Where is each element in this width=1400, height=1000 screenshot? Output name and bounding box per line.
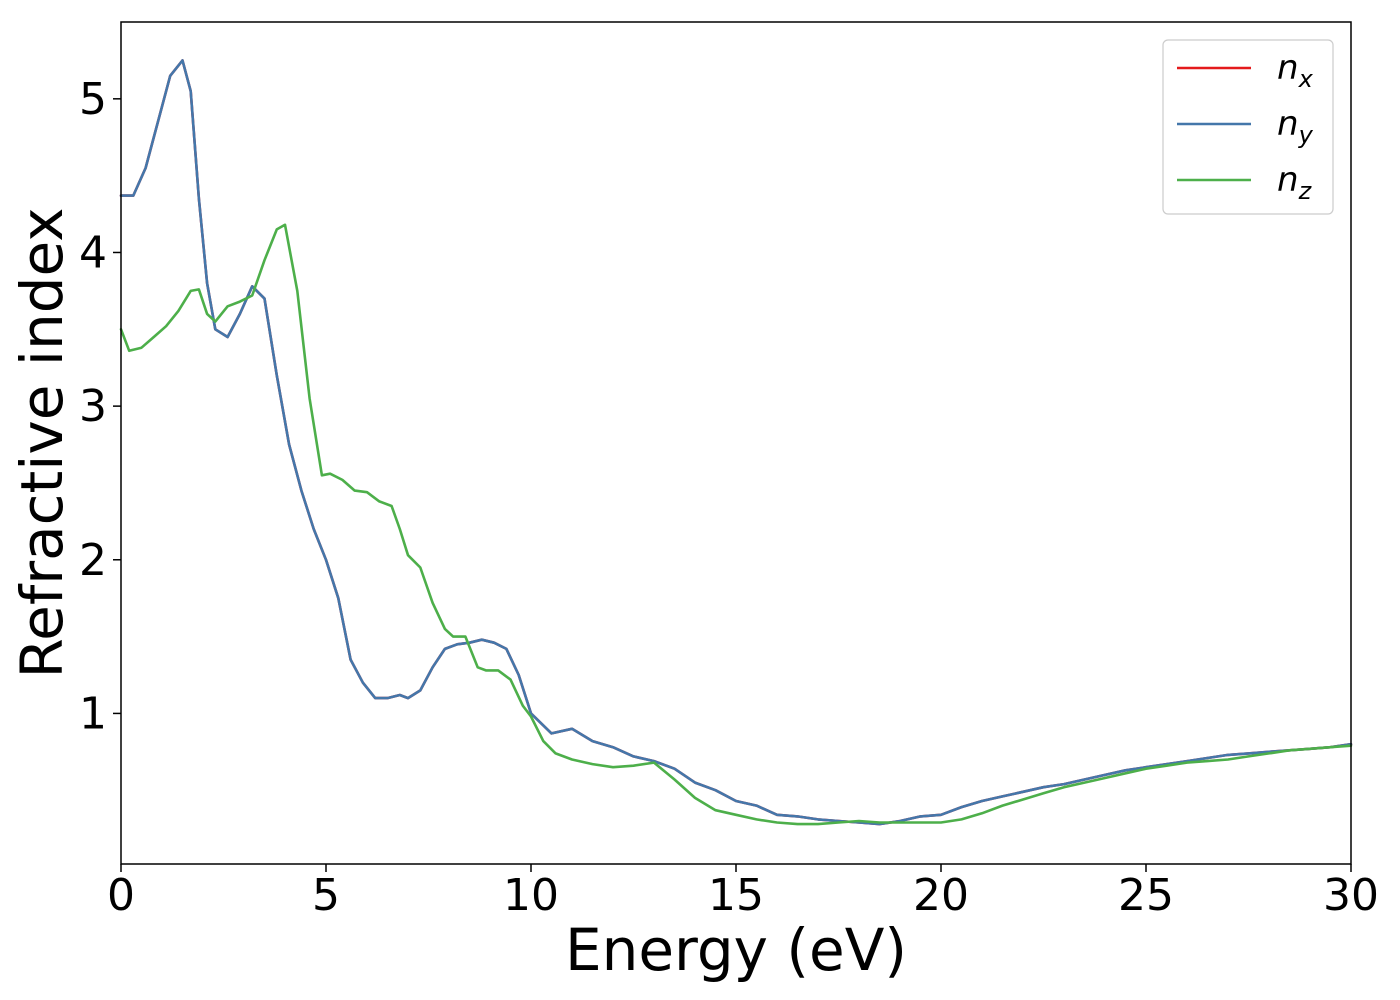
legend: nx ny nz (1162, 39, 1334, 215)
y-axis-title: Refractive index (8, 207, 76, 678)
x-tick-label: 20 (913, 870, 969, 921)
y-tick-label: 5 (79, 74, 107, 125)
x-tick-label: 30 (1323, 870, 1379, 921)
y-tick-label: 3 (79, 381, 107, 432)
y-tick-label: 2 (79, 535, 107, 586)
legend-box (1162, 39, 1334, 215)
series-line-z (119, 223, 1353, 826)
plot-area (121, 22, 1351, 864)
series-group (119, 59, 1353, 826)
x-axis-title: Energy (eV) (565, 916, 907, 984)
x-tick-label: 10 (503, 870, 559, 921)
y-tick-label: 4 (79, 227, 107, 278)
legend-label-z: nz (1277, 160, 1313, 205)
y-tick-label: 1 (79, 688, 107, 739)
x-tick-label: 5 (312, 870, 340, 921)
series-line-y (119, 59, 1353, 826)
x-axis-ticks: 0 5 10 15 20 25 30 (107, 864, 1379, 921)
y-axis-ticks: 1 2 3 4 5 (79, 74, 121, 739)
x-tick-label: 0 (107, 870, 135, 921)
legend-label-x: nx (1277, 48, 1314, 93)
x-tick-label: 15 (708, 870, 764, 921)
x-tick-label: 25 (1118, 870, 1174, 921)
legend-label-y: ny (1277, 104, 1314, 149)
